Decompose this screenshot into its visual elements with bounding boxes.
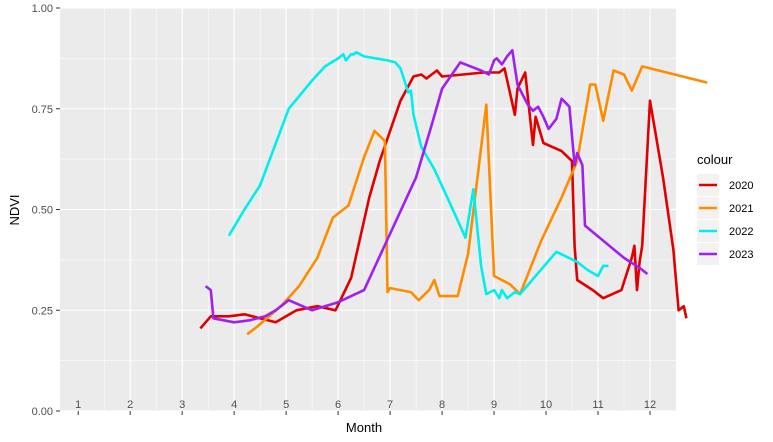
month-labels: 1 2 3 4 5 6 7 8 9 10 11 12 (75, 399, 656, 411)
month-label: 9 (491, 399, 497, 411)
month-label: 10 (540, 399, 552, 411)
legend-label-2023: 2023 (729, 249, 753, 261)
month-label: 7 (387, 399, 393, 411)
month-label: 8 (439, 399, 445, 411)
axes: 0.00 0.25 0.50 0.75 1.00 (32, 3, 651, 418)
major-gridlines (60, 7, 676, 412)
month-label: 12 (644, 399, 656, 411)
month-label: 6 (335, 399, 341, 411)
month-label: 4 (231, 399, 237, 411)
month-label: 2 (127, 399, 133, 411)
legend-title: colour (697, 152, 733, 167)
y-tick-label: 0.75 (32, 104, 53, 116)
x-axis-title: Month (346, 420, 382, 435)
series-lines (199, 49, 708, 336)
legend: colour 2020 2021 2022 2023 (697, 152, 753, 265)
month-label: 3 (179, 399, 185, 411)
y-axis-title: NDVI (7, 194, 22, 225)
series-line-2022 (227, 51, 609, 300)
series-line-2023 (204, 49, 649, 324)
series-line-2020 (199, 67, 688, 330)
month-label: 11 (592, 399, 603, 411)
y-tick-label: 0.50 (32, 205, 53, 217)
y-tick-label: 0.00 (32, 406, 53, 418)
series-line-2021 (246, 65, 708, 336)
month-label: 1 (75, 399, 81, 411)
y-tick-label: 1.00 (32, 3, 53, 15)
legend-label-2022: 2022 (729, 226, 753, 238)
legend-label-2020: 2020 (729, 180, 753, 192)
y-tick-label: 0.25 (32, 305, 53, 317)
legend-label-2021: 2021 (729, 203, 753, 215)
month-label: 5 (283, 399, 289, 411)
